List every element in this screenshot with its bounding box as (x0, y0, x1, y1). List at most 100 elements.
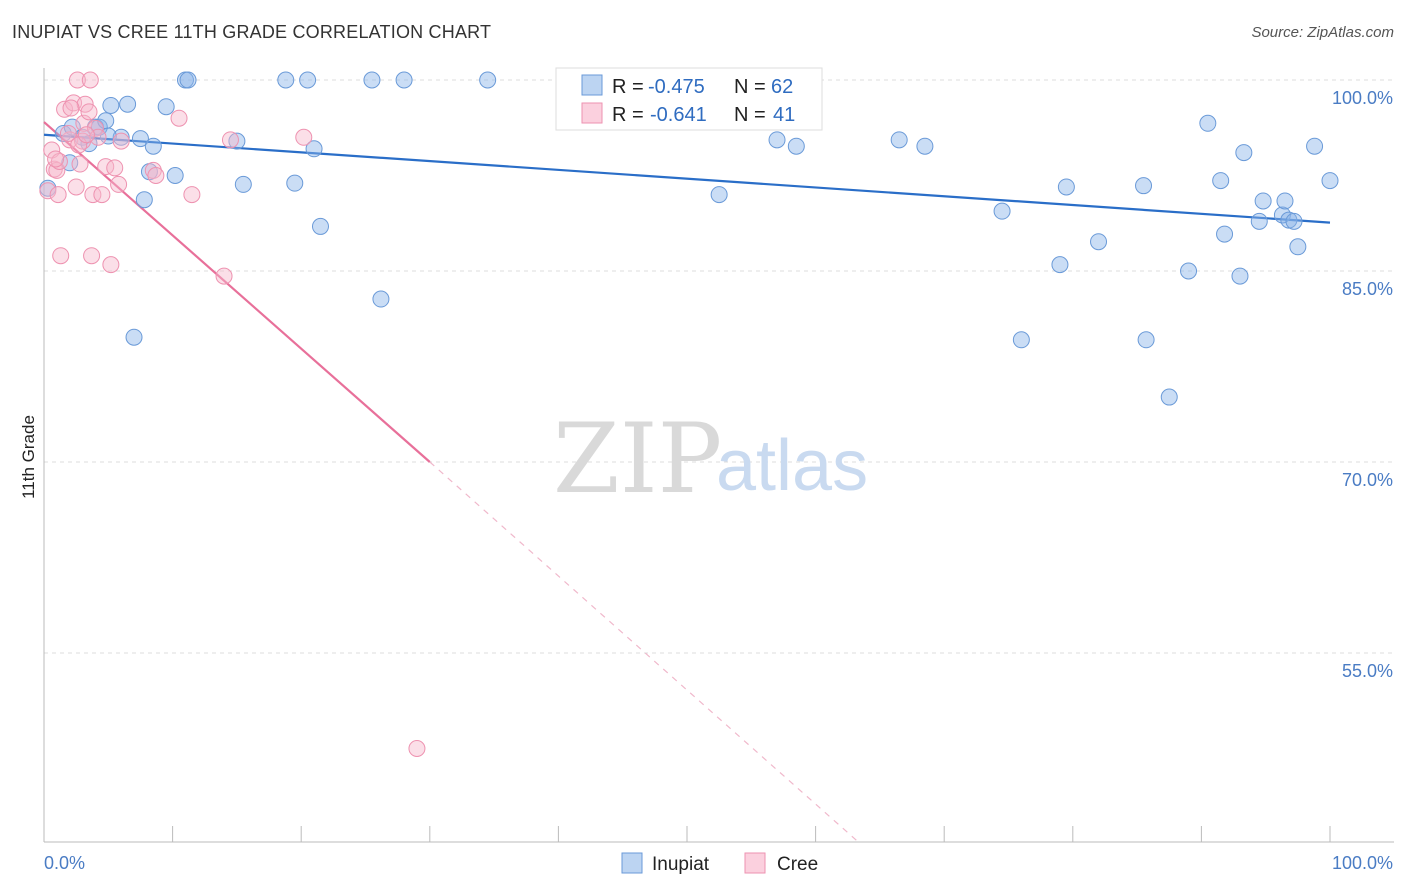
point-cree (295, 128, 313, 146)
point-cree (102, 256, 120, 274)
series-cree (39, 71, 426, 757)
point-inupiat (112, 128, 130, 146)
legend-r-label-inupiat: R = (612, 76, 644, 98)
point-inupiat (1051, 256, 1069, 274)
point-inupiat (1250, 212, 1268, 230)
point-cree (52, 247, 70, 265)
point-cree (112, 132, 130, 150)
point-cree (47, 150, 65, 168)
point-inupiat (1231, 267, 1249, 285)
point-cree (144, 161, 162, 179)
point-cree (71, 155, 89, 173)
data-points (39, 71, 1339, 757)
point-inupiat (1285, 212, 1303, 230)
series-legend-swatch-cree (744, 852, 766, 874)
point-inupiat (1321, 172, 1339, 190)
legend-n-label-cree: N = (734, 104, 766, 126)
point-inupiat (1090, 233, 1108, 251)
point-cree (68, 71, 86, 89)
legend-n-label-inupiat: N = (734, 76, 766, 98)
point-cree (49, 186, 67, 204)
trendline-inupiat (43, 133, 1331, 224)
point-inupiat (277, 71, 295, 89)
source-label: Source: ZipAtlas.com (1251, 24, 1394, 41)
correlation-legend: R = -0.475 N = 62 R = -0.641 N = 41 (555, 67, 823, 131)
point-inupiat (125, 328, 143, 346)
y-tick-label-55: 55.0% (1342, 661, 1393, 681)
legend-r-value-cree: -0.641 (650, 104, 707, 126)
point-inupiat (234, 175, 252, 193)
point-cree (81, 71, 99, 89)
series-legend: Inupiat Cree (621, 852, 818, 875)
y-tick-label-70: 70.0% (1342, 470, 1393, 490)
watermark-atlas: atlas (716, 426, 868, 506)
watermark: ZIP atlas (553, 403, 868, 515)
point-inupiat (1137, 331, 1155, 349)
point-inupiat (286, 174, 304, 192)
point-cree (215, 267, 233, 285)
point-inupiat (1254, 192, 1272, 210)
point-inupiat (479, 71, 497, 89)
y-tick-label-85: 85.0% (1342, 279, 1393, 299)
point-inupiat (54, 124, 72, 142)
point-inupiat (1216, 225, 1234, 243)
point-cree (110, 175, 128, 193)
legend-r-value-inupiat: -0.475 (648, 76, 705, 98)
point-inupiat (1012, 331, 1030, 349)
point-cree (77, 126, 95, 144)
point-cree (170, 109, 188, 127)
legend-n-value-cree: 41 (773, 104, 795, 126)
y-tick-labels: 100.0% 85.0% 70.0% 55.0% (1332, 88, 1393, 681)
point-inupiat (305, 140, 323, 158)
point-inupiat (157, 98, 175, 116)
point-inupiat (993, 202, 1011, 220)
point-inupiat (179, 71, 197, 89)
point-inupiat (1057, 178, 1075, 196)
point-inupiat (135, 191, 153, 209)
point-cree (56, 100, 74, 118)
point-inupiat (311, 217, 329, 235)
x-tick-label-min: 0.0% (44, 853, 85, 873)
point-inupiat (1180, 262, 1198, 280)
point-inupiat (1199, 114, 1217, 132)
point-inupiat (1212, 172, 1230, 190)
trend-lines (43, 121, 1331, 845)
point-cree (80, 103, 98, 121)
point-inupiat (1289, 238, 1307, 256)
point-inupiat (119, 95, 137, 113)
series-legend-swatch-inupiat (621, 852, 643, 874)
x-tick-label-max: 100.0% (1332, 853, 1393, 873)
point-inupiat (1135, 177, 1153, 195)
point-cree (221, 131, 239, 149)
legend-swatch-inupiat (581, 74, 603, 96)
point-cree (39, 182, 57, 200)
point-inupiat (166, 167, 184, 184)
y-tick-label-100: 100.0% (1332, 88, 1393, 108)
point-inupiat (102, 96, 120, 114)
point-cree (97, 158, 115, 176)
legend-swatch-cree (581, 102, 603, 124)
point-inupiat (768, 131, 786, 149)
y-axis-label: 11th Grade (19, 415, 38, 499)
point-inupiat (372, 290, 390, 308)
point-inupiat (395, 71, 413, 89)
series-legend-label-inupiat: Inupiat (652, 854, 710, 875)
point-cree (59, 124, 77, 142)
series-legend-label-cree: Cree (777, 854, 818, 875)
point-cree (62, 99, 80, 117)
point-inupiat (1306, 137, 1324, 155)
point-inupiat (890, 131, 908, 149)
point-cree (84, 186, 102, 204)
chart-title: INUPIAT VS CREE 11TH GRADE CORRELATION C… (12, 22, 492, 42)
point-cree (61, 131, 79, 149)
axes (43, 68, 1394, 843)
point-inupiat (228, 132, 246, 150)
point-cree (76, 95, 94, 113)
legend-n-value-inupiat: 62 (771, 76, 793, 98)
point-inupiat (1160, 388, 1178, 406)
point-inupiat (1276, 192, 1294, 210)
point-inupiat (299, 71, 317, 89)
point-cree (183, 186, 201, 204)
point-inupiat (787, 137, 805, 155)
